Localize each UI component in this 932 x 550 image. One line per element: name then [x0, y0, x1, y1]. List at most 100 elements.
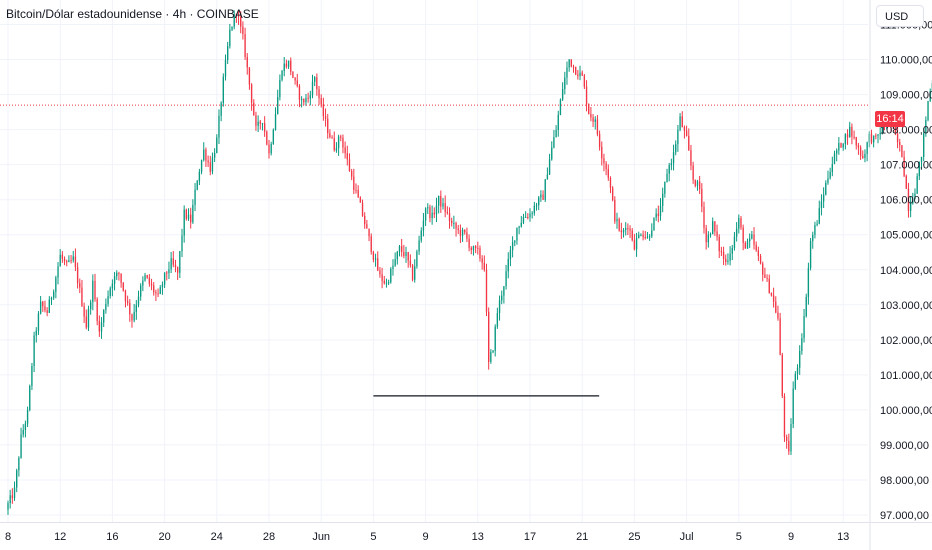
candle-body — [831, 163, 833, 172]
candle-body — [753, 234, 755, 245]
candle-body — [851, 126, 853, 137]
candle-body — [651, 230, 653, 237]
candle-body — [240, 17, 242, 27]
candle-body — [664, 181, 666, 194]
candle-body — [285, 63, 288, 67]
candle-body — [875, 135, 877, 137]
candle-body — [183, 209, 185, 236]
candle-body — [849, 126, 851, 138]
candle-body — [857, 145, 860, 148]
candle-body — [435, 205, 438, 215]
candle-body — [838, 143, 840, 151]
candle-body — [923, 133, 925, 158]
candle-body — [507, 258, 509, 272]
candle-body — [564, 77, 566, 90]
candle-body — [18, 457, 20, 471]
candle-body — [176, 267, 179, 273]
candle-body — [72, 256, 74, 261]
candle-body — [518, 226, 520, 228]
candle-body — [92, 280, 94, 303]
candle-body — [751, 234, 753, 239]
candle-body — [359, 197, 362, 203]
candle-body — [733, 236, 736, 248]
candle-body — [575, 66, 577, 75]
candle-body — [757, 250, 760, 257]
candle-body — [331, 137, 333, 139]
candle-body — [105, 303, 107, 311]
candle-body — [39, 301, 42, 314]
candle-body — [705, 228, 707, 243]
candle-body — [864, 153, 866, 158]
candle-body — [361, 202, 364, 216]
candle-body — [381, 274, 383, 281]
x-tick-label: 12 — [54, 531, 66, 543]
y-tick-label: 102.000,00 — [880, 335, 932, 347]
y-tick-label: 108.000,00 — [880, 125, 932, 137]
candle-body — [337, 136, 340, 149]
candle-body — [570, 59, 572, 67]
candle-body — [394, 259, 396, 266]
candle-body — [200, 160, 203, 172]
candle-body — [68, 260, 70, 263]
candle-body — [327, 118, 329, 134]
candle-body — [314, 77, 316, 82]
candle-body — [688, 135, 690, 151]
candle-body — [205, 149, 207, 161]
candle-body — [81, 287, 83, 307]
candle-body — [620, 230, 623, 233]
candle-body — [629, 228, 631, 231]
candle-body — [148, 277, 151, 284]
candle-body — [844, 134, 847, 144]
candle-body — [233, 14, 235, 27]
candle-body — [505, 271, 507, 287]
candle-body — [781, 354, 783, 397]
candle-body — [799, 351, 801, 368]
candle-body — [785, 436, 788, 441]
candle-body — [690, 150, 692, 166]
candle-body — [348, 159, 351, 171]
candle-body — [53, 291, 55, 298]
candle-body — [625, 228, 627, 230]
candle-body — [692, 165, 694, 180]
candle-body — [26, 410, 29, 424]
candle-body — [472, 246, 475, 250]
x-tick-label: 5 — [370, 531, 376, 543]
candle-body — [344, 147, 346, 154]
candle-body — [731, 247, 733, 254]
candle-body — [305, 97, 307, 103]
candle-body — [274, 114, 277, 130]
candle-body — [707, 234, 710, 243]
candle-body — [89, 302, 92, 310]
candle-body — [903, 157, 905, 176]
candle-body — [877, 134, 879, 136]
candle-body — [611, 187, 614, 200]
candle-body — [270, 143, 272, 154]
candle-body — [655, 213, 657, 218]
candle-body — [840, 143, 842, 148]
candle-body — [222, 76, 224, 103]
candle-body — [725, 258, 727, 262]
candle-body — [572, 66, 575, 68]
candle-body — [87, 309, 90, 328]
x-tick-label: 13 — [472, 531, 484, 543]
candle-body — [122, 282, 124, 291]
candle-body — [129, 302, 131, 315]
candle-body — [409, 260, 412, 266]
candle-body — [451, 220, 453, 224]
candle-body — [444, 203, 446, 213]
y-tick-label: 98.000,00 — [880, 475, 929, 487]
candle-body — [166, 272, 168, 274]
candle-body — [677, 129, 679, 145]
candle-body — [142, 280, 144, 286]
currency-selector[interactable]: USD — [876, 5, 924, 27]
candle-body — [542, 194, 544, 200]
candle-body — [7, 503, 9, 510]
candle-body — [496, 313, 499, 327]
candle-body — [242, 26, 244, 35]
candle-body — [516, 227, 518, 241]
y-tick-label: 97.000,00 — [880, 510, 929, 522]
candle-body — [894, 126, 897, 134]
candle-body — [257, 121, 259, 126]
